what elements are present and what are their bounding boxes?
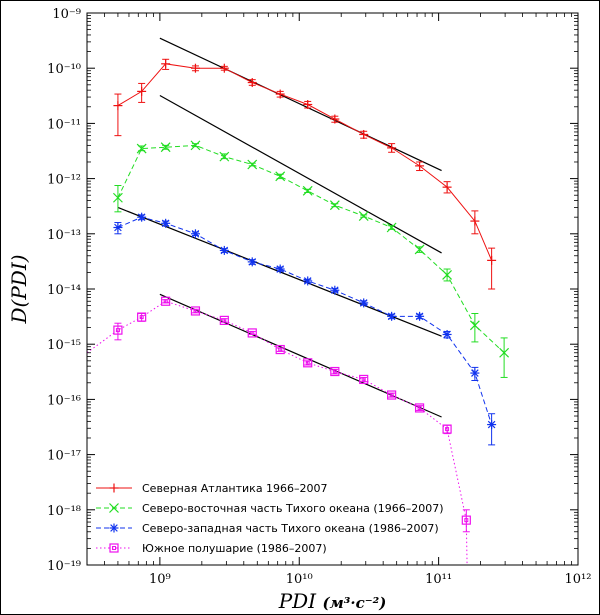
data-point	[115, 328, 120, 333]
plot-area	[86, 12, 579, 566]
data-point	[303, 358, 313, 368]
data-point	[114, 223, 122, 232]
data-point	[161, 296, 171, 306]
y-tick-label: 10⁻¹⁸	[47, 504, 81, 519]
legend-label: Северо-восточная часть Тихого океана (19…	[142, 502, 444, 515]
data-point	[278, 347, 283, 352]
data-point	[247, 328, 257, 338]
y-tick-label: 10⁻¹⁶	[47, 393, 81, 408]
data-point	[359, 374, 369, 385]
y-tick-label: 10⁻⁹	[52, 7, 81, 22]
y-tick-label: 10⁻¹⁰	[47, 62, 81, 77]
data-point	[358, 211, 369, 221]
data-point	[222, 318, 227, 323]
data-point	[469, 320, 480, 331]
data-point	[442, 424, 452, 434]
data-point	[219, 315, 229, 325]
data-point	[275, 171, 286, 182]
data-point	[190, 306, 201, 316]
data-point	[332, 369, 337, 374]
data-point	[193, 308, 198, 313]
data-point	[160, 142, 171, 153]
x-axis-label: PDI (м³·с⁻²)	[278, 589, 387, 613]
series-line	[117, 144, 505, 354]
legend-label: Южное полушарие (1986–2007)	[142, 542, 327, 555]
data-point	[487, 420, 496, 429]
series-line	[87, 300, 468, 565]
x-tick-label: 10¹²	[565, 572, 592, 587]
data-point	[190, 140, 201, 151]
data-point	[331, 286, 339, 295]
data-point	[386, 222, 397, 233]
y-tick-label: 10⁻¹⁷	[47, 449, 81, 464]
data-point	[305, 360, 310, 365]
data-point	[414, 244, 425, 255]
data-point	[464, 518, 469, 523]
legend-marker	[109, 543, 119, 553]
data-point	[191, 230, 200, 238]
y-tick-label: 10⁻¹²	[47, 173, 81, 188]
legend-marker	[109, 503, 119, 513]
data-point	[275, 344, 285, 355]
data-point	[276, 265, 285, 273]
data-point	[387, 390, 397, 400]
data-point	[443, 330, 451, 339]
y-tick-label: 10⁻¹⁴	[47, 283, 81, 298]
data-point	[461, 515, 471, 525]
x-tick-label: 10¹¹	[425, 572, 452, 587]
data-point	[139, 315, 144, 320]
data-point	[329, 200, 340, 211]
data-point	[248, 258, 257, 266]
fit-line	[159, 94, 442, 254]
series-0	[113, 58, 497, 290]
data-point	[137, 312, 147, 322]
series-1	[112, 140, 510, 378]
data-point	[471, 369, 479, 377]
data-point	[359, 299, 368, 307]
data-point	[442, 269, 453, 280]
x-axis-unit: (м³·с⁻²)	[322, 594, 386, 612]
y-tick-label: 10⁻¹³	[47, 228, 81, 243]
y-tick-label: 10⁻¹⁹	[47, 559, 81, 574]
data-point	[387, 312, 396, 321]
legend-marker	[110, 524, 118, 532]
data-point	[389, 393, 394, 398]
data-point	[415, 312, 424, 321]
legend-label: Северо-западная часть Тихого океана (198…	[142, 522, 439, 535]
data-point	[136, 143, 147, 154]
series-3	[87, 296, 471, 565]
y-tick-label: 10⁻¹¹	[47, 117, 81, 132]
legend-label: Северная Атлантика 1966–2007	[142, 482, 328, 495]
data-point	[220, 246, 229, 255]
y-tick-label: 10⁻¹⁵	[47, 338, 81, 353]
data-point	[113, 325, 123, 335]
y-axis-label: D(PDI)	[7, 254, 31, 324]
data-point	[499, 347, 510, 358]
data-point	[417, 405, 422, 410]
data-point	[161, 219, 170, 228]
series-2	[113, 212, 497, 446]
data-point	[137, 213, 146, 221]
data-point	[163, 299, 168, 304]
data-point	[414, 403, 425, 413]
data-point	[250, 330, 255, 335]
x-tick-label: 10⁹	[149, 572, 171, 587]
data-point	[112, 192, 123, 203]
data-point	[303, 277, 312, 285]
x-tick-label: 10¹⁰	[286, 572, 313, 587]
data-point	[247, 159, 258, 170]
data-point	[330, 366, 340, 377]
data-point	[361, 377, 366, 382]
data-point	[219, 151, 230, 162]
data-point	[302, 185, 313, 196]
data-point	[445, 427, 450, 432]
legend-marker	[112, 546, 116, 550]
